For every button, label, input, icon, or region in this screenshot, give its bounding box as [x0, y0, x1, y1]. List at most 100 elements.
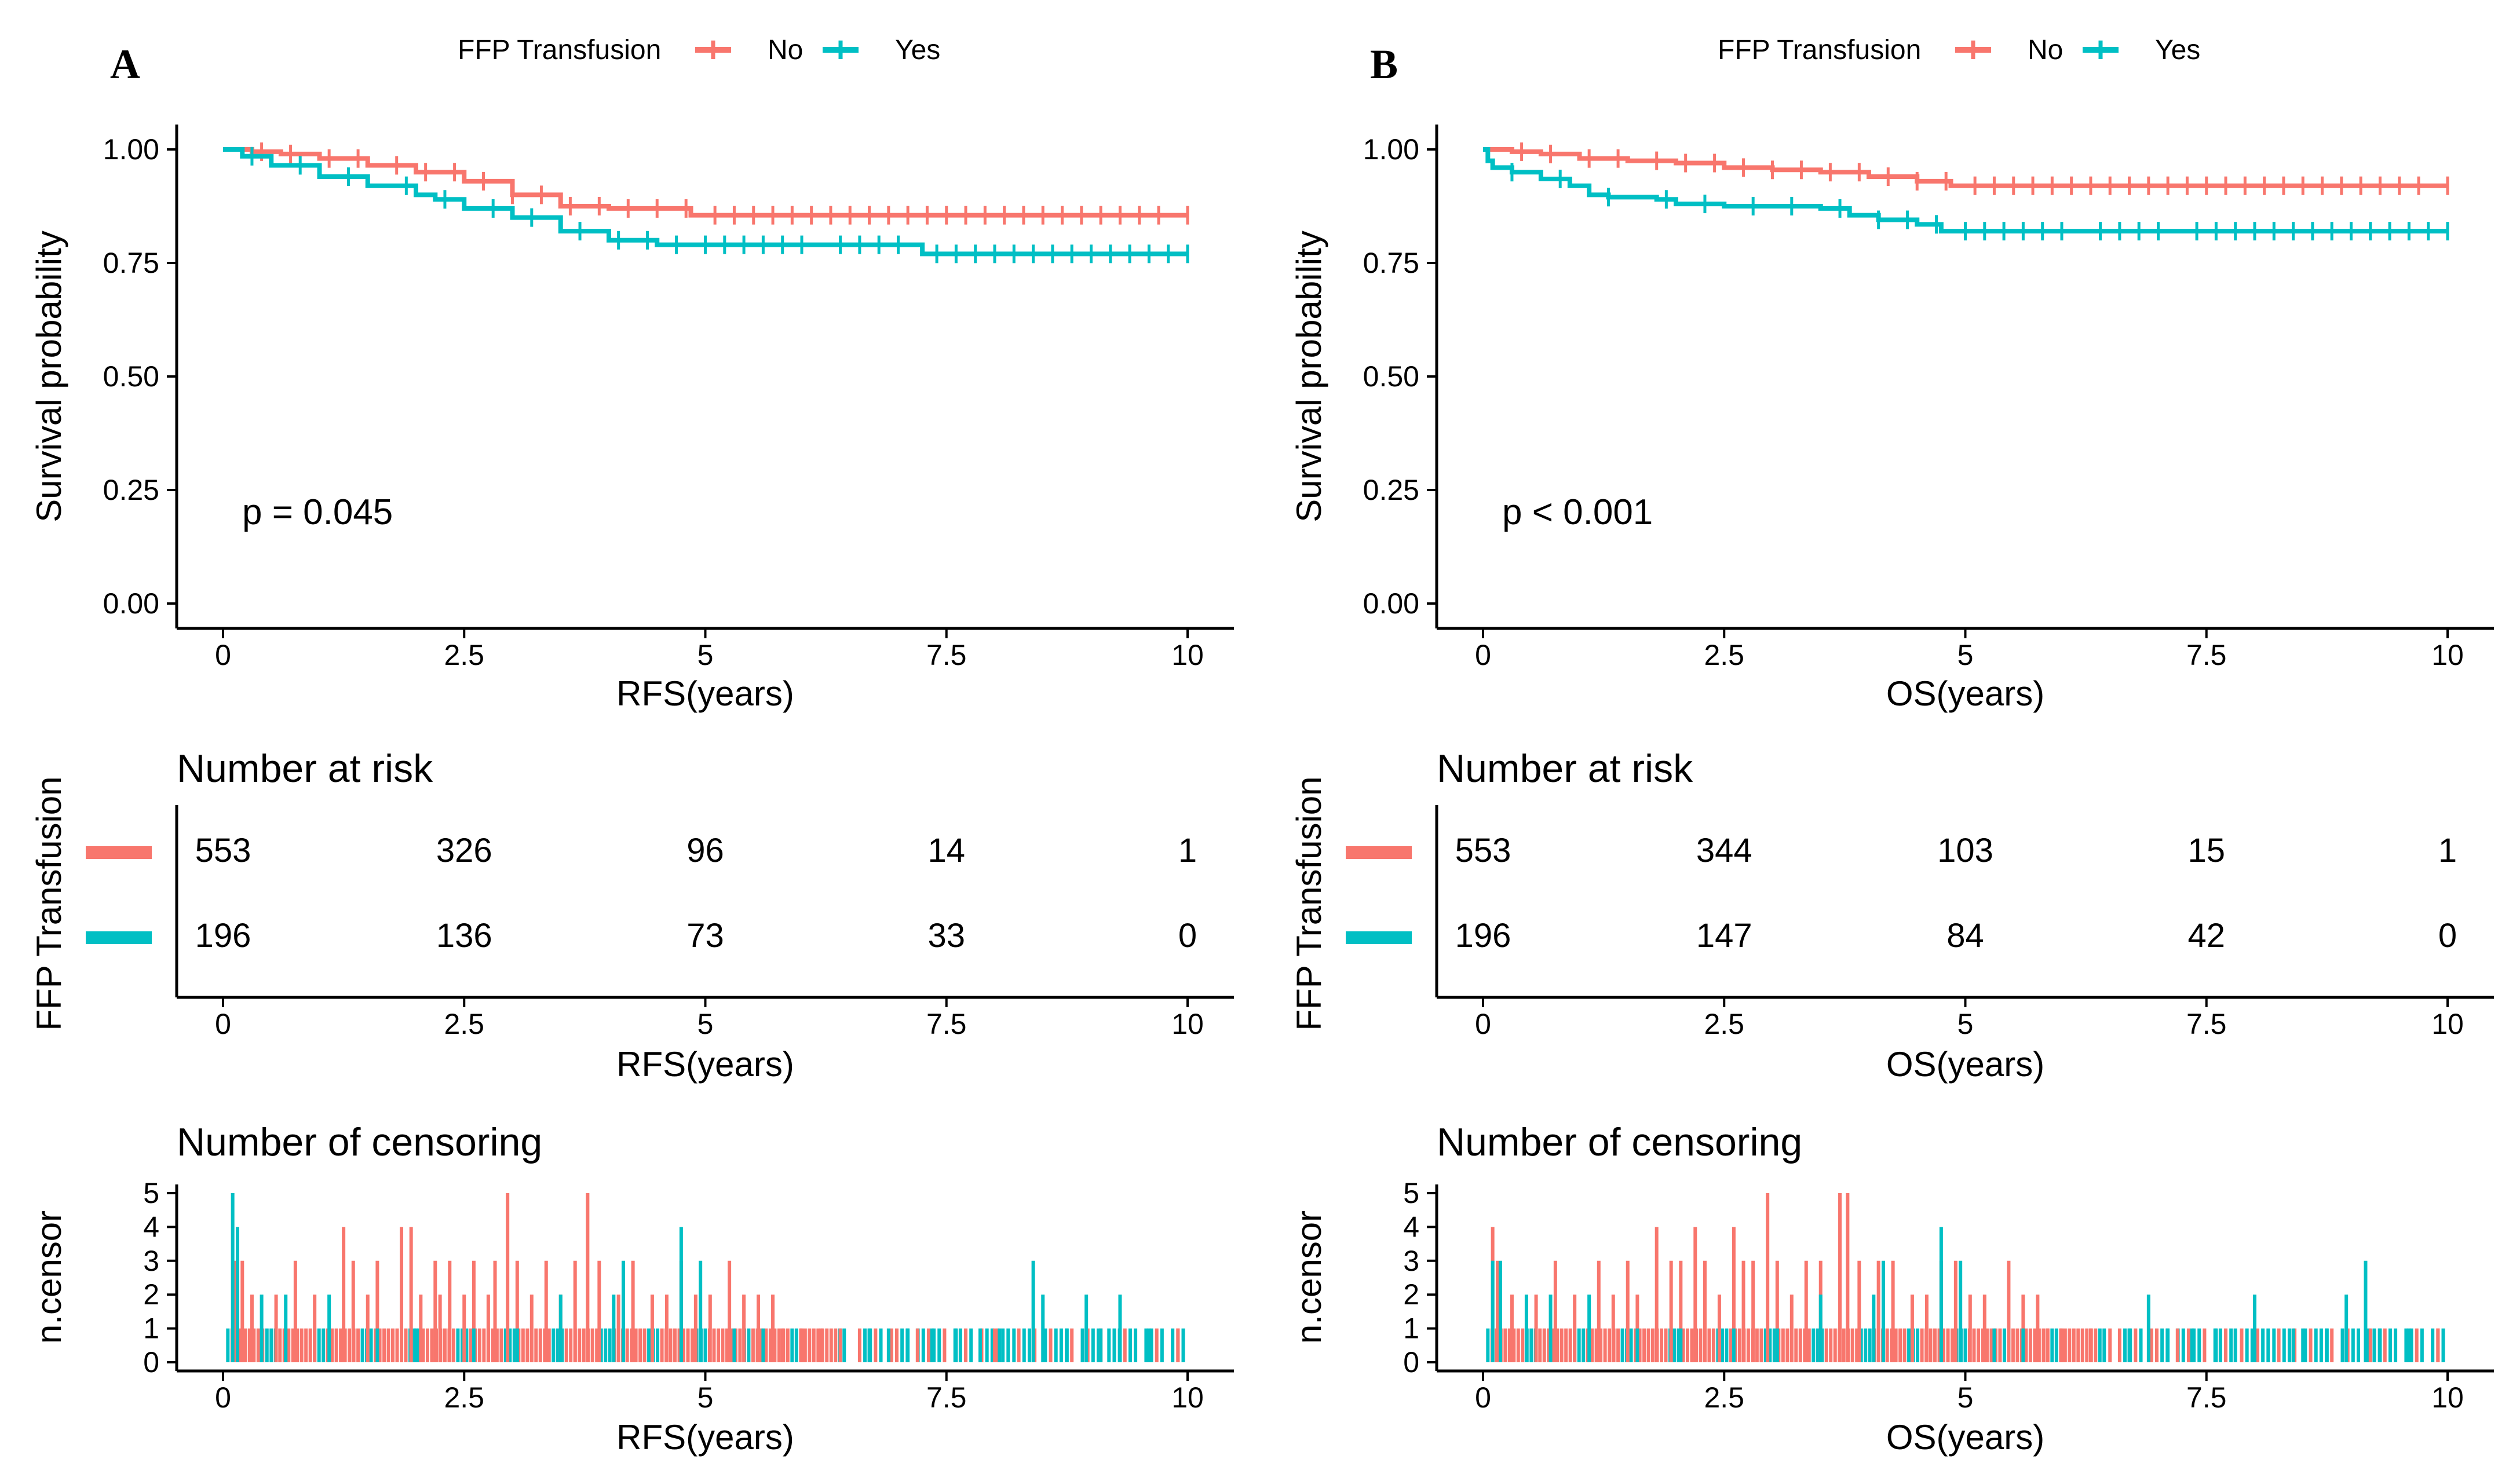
survival-x-tick-label: 2.5 [444, 639, 484, 671]
survival-y-tick-label: 0.50 [103, 360, 159, 393]
censoring-x-tick-label: 10 [1171, 1381, 1204, 1414]
survival-y-tick-label: 0.25 [1363, 474, 1419, 506]
risk-table-value-no: 326 [436, 832, 492, 869]
risk-table-x-tick-label: 7.5 [2186, 1008, 2227, 1040]
censoring-y-axis-label: n.censor [30, 1211, 68, 1344]
censoring-y-tick-label: 1 [143, 1312, 159, 1345]
panel-a: A FFP Transfusion No Yes 0.00 0.25 0.50 0.75 1.0… [30, 35, 1234, 1457]
survival-y-tick-label: 1.00 [103, 133, 159, 166]
legend-label-yes: Yes [2155, 35, 2200, 65]
survival-x-axis-label: RFS(years) [616, 674, 794, 713]
censoring-x-axis-label: RFS(years) [616, 1418, 794, 1457]
risk-table-x-tick-label: 2.5 [444, 1008, 484, 1040]
risk-table-y-axis-label: FFP Transfusion [30, 776, 68, 1030]
risk-table-x-tick-label: 5 [697, 1008, 714, 1040]
survival-curve-yes [1483, 147, 2448, 234]
risk-table-value-yes: 0 [1178, 917, 1197, 955]
risk-table-title: Number at risk [177, 747, 433, 791]
censoring-x-tick-label: 0 [215, 1381, 231, 1414]
risk-table-value-yes: 0 [2438, 917, 2457, 955]
censoring-y-tick-label: 3 [143, 1245, 159, 1277]
p-value-label: p < 0.001 [1502, 492, 1653, 532]
risk-table-value-no: 1 [1178, 832, 1197, 869]
risk-table-x-axis-label: OS(years) [1886, 1045, 2044, 1084]
survival-x-tick-label: 0 [215, 639, 231, 671]
legend-label-no: No [768, 35, 803, 65]
censoring-title: Number of censoring [1437, 1120, 1802, 1164]
censoring-y-tick-label: 0 [1403, 1346, 1419, 1378]
risk-table-value-no: 553 [195, 832, 251, 869]
survival-x-tick-label: 7.5 [2186, 639, 2227, 671]
survival-x-tick-label: 5 [697, 639, 714, 671]
risk-table-x-tick-label: 2.5 [1704, 1008, 1744, 1040]
panel-letter: A [110, 41, 140, 87]
censoring-title: Number of censoring [177, 1120, 542, 1164]
survival-x-tick-label: 10 [1171, 639, 1204, 671]
censoring-y-tick-label: 4 [143, 1211, 159, 1243]
risk-table-title: Number at risk [1437, 747, 1693, 791]
p-value-label: p = 0.045 [242, 492, 393, 532]
survival-y-axis-label: Survival probability [1290, 231, 1328, 522]
risk-table-value-yes: 84 [1946, 917, 1984, 955]
censoring-y-axis-label: n.censor [1290, 1211, 1328, 1344]
censoring-x-tick-label: 7.5 [2186, 1381, 2227, 1414]
risk-table-value-yes: 147 [1696, 917, 1752, 955]
risk-table-value-no: 96 [686, 832, 724, 869]
survival-x-tick-label: 2.5 [1704, 639, 1744, 671]
survival-x-tick-label: 5 [1957, 639, 1974, 671]
risk-table-x-tick-label: 0 [215, 1008, 231, 1040]
censoring-x-axis-label: OS(years) [1886, 1418, 2044, 1457]
legend-label-no: No [2028, 35, 2063, 65]
censoring-y-tick-label: 4 [1403, 1211, 1419, 1243]
risk-table-value-yes: 42 [2187, 917, 2225, 955]
censoring-y-tick-label: 5 [1403, 1177, 1419, 1209]
risk-table-value-no: 103 [1937, 832, 1993, 869]
panel-b: B FFP Transfusion No Yes 0.00 0.25 0.50 0.75 1.0… [1260, 0, 2520, 1481]
risk-table-x-tick-label: 7.5 [926, 1008, 967, 1040]
risk-table-x-tick-label: 0 [1475, 1008, 1491, 1040]
risk-table-x-axis-label: RFS(years) [616, 1045, 794, 1084]
survival-x-axis-label: OS(years) [1886, 674, 2044, 713]
risk-table-value-yes: 136 [436, 917, 492, 955]
risk-table-x-tick-label: 10 [1171, 1008, 1204, 1040]
panel-letter: B [1370, 41, 1398, 87]
censoring-x-tick-label: 10 [2431, 1381, 2464, 1414]
survival-x-tick-label: 7.5 [926, 639, 967, 671]
survival-y-tick-label: 0.75 [103, 247, 159, 279]
censoring-x-tick-label: 7.5 [926, 1381, 967, 1414]
survival-x-tick-label: 10 [2431, 639, 2464, 671]
risk-table-value-yes: 73 [686, 917, 724, 955]
legend-title: FFP Transfusion [1718, 35, 1921, 65]
risk-table-x-tick-label: 10 [2431, 1008, 2464, 1040]
risk-table-x-tick-label: 5 [1957, 1008, 1974, 1040]
survival-y-tick-label: 0.75 [1363, 247, 1419, 279]
survival-y-tick-label: 1.00 [1363, 133, 1419, 166]
risk-table-value-no: 344 [1696, 832, 1752, 869]
survival-y-tick-label: 0.25 [103, 474, 159, 506]
survival-y-axis-label: Survival probability [30, 231, 68, 522]
risk-table-value-yes: 196 [195, 917, 251, 955]
censoring-y-tick-label: 2 [1403, 1278, 1419, 1311]
kaplan-meier-figure-a: A FFP Transfusion No Yes 0.00 0.25 0.50 0.75 1.0… [30, 35, 1234, 1457]
survival-y-tick-label: 0.00 [103, 587, 159, 620]
censoring-y-tick-label: 5 [143, 1177, 159, 1209]
legend-label-yes: Yes [895, 35, 940, 65]
censoring-x-tick-label: 5 [1957, 1381, 1974, 1414]
legend-title: FFP Transfusion [458, 35, 661, 65]
censoring-y-tick-label: 0 [143, 1346, 159, 1378]
risk-table-value-no: 1 [2438, 832, 2457, 869]
censoring-x-tick-label: 5 [697, 1381, 714, 1414]
censoring-x-tick-label: 0 [1475, 1381, 1491, 1414]
survival-x-tick-label: 0 [1475, 639, 1491, 671]
censoring-x-tick-label: 2.5 [1704, 1381, 1744, 1414]
risk-table-value-no: 14 [927, 832, 965, 869]
censoring-y-tick-label: 2 [143, 1278, 159, 1311]
risk-table-value-yes: 33 [927, 917, 965, 955]
survival-y-tick-label: 0.50 [1363, 360, 1419, 393]
risk-table-value-yes: 196 [1455, 917, 1511, 955]
risk-table-value-no: 553 [1455, 832, 1511, 869]
censoring-y-tick-label: 1 [1403, 1312, 1419, 1345]
censoring-y-tick-label: 3 [1403, 1245, 1419, 1277]
kaplan-meier-figure-b: B FFP Transfusion No Yes 0.00 0.25 0.50 0.75 1.0… [1290, 35, 2494, 1457]
risk-table-y-axis-label: FFP Transfusion [1290, 776, 1328, 1030]
